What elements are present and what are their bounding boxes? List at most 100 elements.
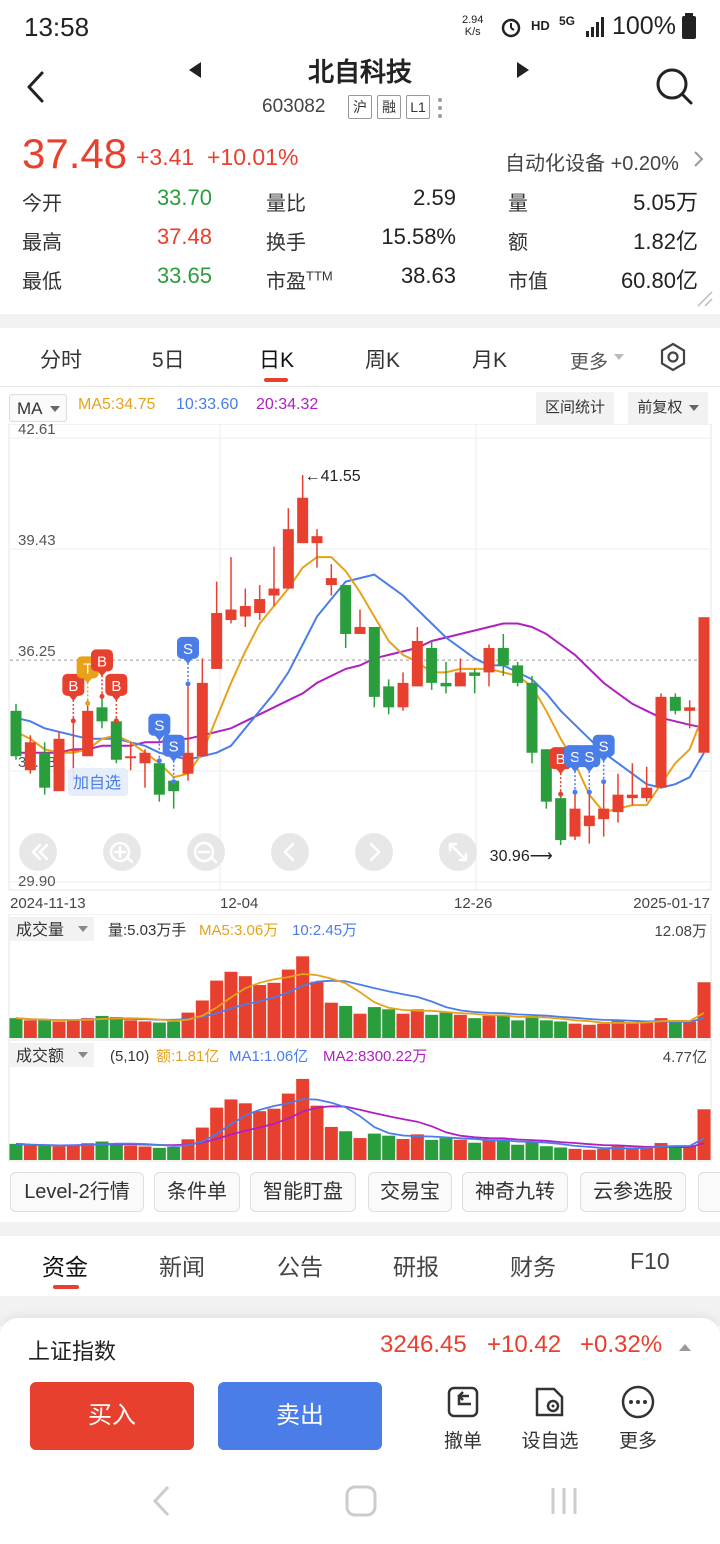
candle [24, 742, 36, 771]
chevron-right-icon[interactable] [692, 150, 704, 168]
tag-margin: 融 [377, 95, 401, 119]
cancel-order-button[interactable] [423, 1384, 503, 1454]
kline-tab[interactable]: 月K [472, 349, 508, 372]
nav-recents-icon[interactable] [548, 1486, 580, 1516]
more-label: 更多 [618, 1431, 657, 1452]
function-button[interactable]: Level-2行情 [10, 1172, 144, 1212]
subchart-frame [8, 914, 712, 1040]
more-dots-icon[interactable] [436, 97, 444, 119]
sector-link[interactable]: 自动化设备 +0.20% [505, 147, 679, 176]
info-tab[interactable]: 新闻 [159, 1254, 205, 1280]
volume-bar [453, 1014, 467, 1038]
volume-bar [668, 1146, 682, 1160]
more-button[interactable] [598, 1384, 678, 1454]
candle [325, 578, 337, 586]
volume-bar [611, 1146, 625, 1160]
zoom-in-icon[interactable] [103, 833, 141, 871]
candle [598, 808, 610, 820]
function-button[interactable]: 云参选股 [580, 1172, 686, 1212]
index-name[interactable]: 上证指数 [28, 1339, 117, 1364]
sector-pct: +0.20% [610, 153, 679, 175]
function-button[interactable]: 条件单 [154, 1172, 240, 1212]
kline-tab[interactable]: 更多 [570, 352, 609, 373]
volume-bar [654, 1018, 668, 1038]
volume-bar [382, 1135, 396, 1160]
ma5-value: MA5:34.75 [78, 396, 156, 413]
nav-home-icon[interactable] [344, 1484, 378, 1518]
signal-label: B [556, 751, 566, 768]
volume-bar [482, 1140, 496, 1160]
section-divider-2 [0, 1222, 720, 1236]
alarm-icon [501, 18, 521, 38]
back-icon[interactable] [22, 70, 52, 104]
volume-bar [697, 1109, 711, 1160]
y-tick-label: 42.61 [18, 424, 56, 438]
candle [497, 647, 509, 666]
range-stats-button[interactable]: 区间统计 [536, 392, 614, 424]
info-tab[interactable]: 公告 [277, 1254, 323, 1280]
signal-pointer [183, 657, 193, 664]
volume-bar [310, 1105, 324, 1160]
candle [110, 721, 122, 760]
signal-pointer [154, 734, 165, 741]
candle [340, 585, 352, 634]
set-watch-button[interactable] [510, 1384, 590, 1454]
fullscreen-icon[interactable] [439, 833, 477, 871]
info-tab-indicator [53, 1285, 79, 1289]
candle [454, 672, 466, 687]
amount-ma2-value: MA2:8300.22万 [323, 1048, 427, 1065]
zoom-out-icon[interactable] [187, 833, 225, 871]
add-watch-pill [68, 768, 128, 796]
kline-tab[interactable]: 日K [259, 349, 295, 372]
function-button[interactable]: 交易宝 [368, 1172, 452, 1212]
next-stock-icon[interactable] [514, 60, 532, 80]
buy-button[interactable]: 买入 [30, 1382, 194, 1450]
dropdown-arrow-icon[interactable] [613, 352, 625, 362]
candle [426, 647, 438, 683]
expand-up-icon[interactable] [678, 1342, 692, 1352]
candle [53, 738, 65, 792]
amount-chart[interactable]: 成交额 4.77亿 (5,10) 额:1.81亿 MA1:1.06亿 MA2:8300.2… [0, 1040, 720, 1162]
sell-button[interactable]: 卖出 [218, 1382, 382, 1450]
volume-bar [23, 1020, 37, 1038]
volume-bar [554, 1021, 568, 1038]
volume-bar [625, 1147, 639, 1160]
status-bar: 13:58 2.94 K/s HD 5G 100% [0, 0, 720, 52]
volume-bar [124, 1145, 138, 1160]
signal-badge [162, 734, 185, 757]
signal-bars-icon [586, 17, 604, 37]
function-button-overflow[interactable] [698, 1172, 720, 1212]
volume-bar [81, 1018, 95, 1038]
function-button[interactable]: 智能盯盘 [250, 1172, 356, 1212]
info-tab[interactable]: 财务 [510, 1254, 556, 1280]
adjust-selector[interactable]: 前复权 [628, 392, 708, 424]
volume-chart[interactable]: 成交量 12.08万 量:5.03万手 MA5:3.06万 10:2.45万 [0, 914, 720, 1040]
settings-hex-icon[interactable] [658, 342, 688, 372]
kline-tab[interactable]: 分时 [40, 349, 82, 372]
subchart-selector [10, 917, 94, 941]
info-tab[interactable]: 研报 [393, 1254, 439, 1280]
volume-bar [339, 1005, 353, 1038]
subchart-name: 成交额 [16, 1047, 64, 1065]
signal-pointer [570, 766, 580, 773]
search-icon[interactable] [654, 66, 694, 106]
amount-ma1-value: MA1:1.06亿 [229, 1048, 308, 1065]
rewind-icon[interactable] [19, 833, 57, 871]
pan-right-icon[interactable] [355, 833, 393, 871]
kline-tab[interactable]: 5日 [152, 349, 185, 372]
candle [440, 682, 452, 687]
volume-bar [38, 1020, 52, 1038]
candle [268, 588, 280, 596]
prev-stock-icon[interactable] [186, 60, 204, 80]
pan-left-icon[interactable] [271, 833, 309, 871]
nav-back-icon[interactable] [150, 1484, 174, 1518]
stat-value: 5.05万 [633, 190, 698, 215]
ma-selector[interactable]: MA [9, 394, 67, 422]
info-tab[interactable]: 资金 [42, 1254, 88, 1280]
resize-corner-icon [697, 291, 713, 307]
function-button[interactable]: 神奇九转 [462, 1172, 568, 1212]
network-speed-unit: K/s [464, 26, 481, 38]
kline-tab[interactable]: 周K [365, 349, 401, 372]
info-tab[interactable]: F10 [630, 1248, 670, 1274]
